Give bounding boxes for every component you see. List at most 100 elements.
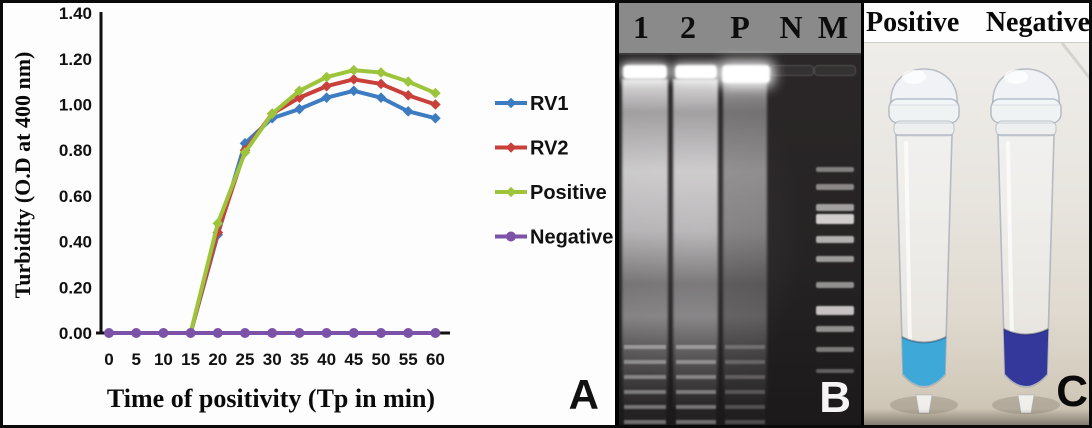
y-axis-title: Turbidity (O.D at 400 nm) xyxy=(10,52,35,299)
tube-cap-collar xyxy=(888,98,960,124)
data-point xyxy=(348,74,360,85)
ladder-band xyxy=(816,214,854,224)
tube-header: Positive Negative xyxy=(864,3,1090,43)
lane-label-M: M xyxy=(817,9,849,45)
data-point xyxy=(376,328,386,338)
y-tick-label: 1.00 xyxy=(59,96,92,115)
tubes-illustration xyxy=(888,42,1089,414)
legend-label: Negative xyxy=(530,227,613,249)
data-point xyxy=(239,147,251,158)
ladder-band xyxy=(816,282,854,288)
negative-tube xyxy=(990,68,1062,414)
data-point xyxy=(294,103,305,115)
data-point xyxy=(506,231,516,242)
series-line-rv2 xyxy=(188,77,437,334)
data-point xyxy=(212,328,223,338)
data-point xyxy=(240,328,250,338)
legend-label: RV2 xyxy=(530,138,569,160)
data-point xyxy=(505,97,517,109)
lane-label-N: N xyxy=(779,9,803,45)
gel-smear-lane2 xyxy=(673,79,718,409)
tube-tip xyxy=(915,394,933,414)
legend-item-negative: Negative xyxy=(495,227,613,249)
panel-c-label: C xyxy=(1056,367,1088,416)
data-point xyxy=(321,71,332,83)
positive-tube xyxy=(888,68,960,414)
tube-tip xyxy=(1017,394,1035,414)
tube-photo xyxy=(864,42,1089,425)
data-point xyxy=(402,76,414,87)
ladder-band xyxy=(816,256,854,262)
panel-b-label: B xyxy=(819,373,851,422)
data-point xyxy=(212,227,224,238)
x-tick-label: 50 xyxy=(372,350,391,369)
y-tick-label: 1.20 xyxy=(59,50,92,69)
gel-well-laneP xyxy=(722,65,770,83)
y-tick-label: 0.20 xyxy=(59,278,92,297)
data-point xyxy=(430,99,441,110)
gel-bands-laneP xyxy=(725,345,765,425)
data-point xyxy=(267,328,278,338)
glass-highlight xyxy=(1006,141,1014,345)
background-wire xyxy=(1060,42,1089,80)
data-point xyxy=(403,328,414,338)
data-point xyxy=(505,142,517,153)
y-tick-label: 0.40 xyxy=(59,233,92,252)
gel-well-laneN xyxy=(770,65,814,76)
data-point xyxy=(266,108,278,119)
data-point xyxy=(321,328,332,338)
cap-highlight xyxy=(1004,70,1028,84)
ladder-band xyxy=(816,204,854,211)
data-point xyxy=(430,87,441,99)
negative-tube-label: Negative xyxy=(985,6,1090,38)
ladder-band xyxy=(816,369,854,373)
legend-item-rv1: RV1 xyxy=(495,93,569,115)
data-point xyxy=(348,64,360,76)
panel-a-label: A xyxy=(568,371,599,418)
data-point xyxy=(158,328,169,338)
tube-cap-rim xyxy=(893,120,955,137)
x-tick-label: 25 xyxy=(236,350,255,369)
data-point xyxy=(131,328,142,338)
legend-label: Positive xyxy=(530,182,607,204)
liquid-surface-line xyxy=(1003,328,1049,336)
x-axis-title: Time of positivity (Tp in min) xyxy=(107,384,435,413)
data-point xyxy=(104,328,114,338)
data-point xyxy=(375,67,387,78)
x-tick-label: 10 xyxy=(154,350,173,369)
tube-liquid xyxy=(1003,329,1049,386)
x-tick-label: 5 xyxy=(131,350,140,369)
x-tick-label: 60 xyxy=(426,350,445,369)
data-point xyxy=(321,92,332,103)
tube-cap-collar xyxy=(990,98,1062,124)
data-point xyxy=(402,90,414,101)
positive-tube-label: Positive xyxy=(866,6,960,38)
data-point xyxy=(375,92,387,103)
data-point xyxy=(185,328,196,338)
data-point xyxy=(430,112,441,124)
data-point xyxy=(375,78,387,90)
ladder-band xyxy=(816,184,854,190)
x-tick-label: 0 xyxy=(104,350,113,369)
x-tick-label: 15 xyxy=(181,350,200,369)
lane-label-2: 2 xyxy=(680,9,696,45)
x-tick-label: 55 xyxy=(399,350,418,369)
panel-a-turbidity-chart: 0.00 0.20 0.40 0.60 0.80 1.00 1.20 1.40 0 5 10 15 20… xyxy=(3,3,615,425)
turbidity-chart: 0.00 0.20 0.40 0.60 0.80 1.00 1.20 1.40 0 5 10 15 20… xyxy=(10,4,613,413)
data-point xyxy=(430,328,441,338)
legend-item-positive: Positive xyxy=(495,182,607,204)
x-tick-label: 45 xyxy=(344,350,363,369)
cap-highlight xyxy=(902,70,926,84)
series-line-rv1 xyxy=(188,88,436,334)
x-tick-label: 20 xyxy=(208,350,227,369)
series-line-positive xyxy=(188,68,437,334)
ladder-band xyxy=(816,347,854,352)
gel-well-lane2 xyxy=(675,65,717,79)
glass-highlight xyxy=(904,141,912,345)
data-point xyxy=(294,328,305,338)
series-positive xyxy=(185,64,441,339)
data-point xyxy=(505,186,517,198)
lane-label-1: 1 xyxy=(633,9,649,45)
